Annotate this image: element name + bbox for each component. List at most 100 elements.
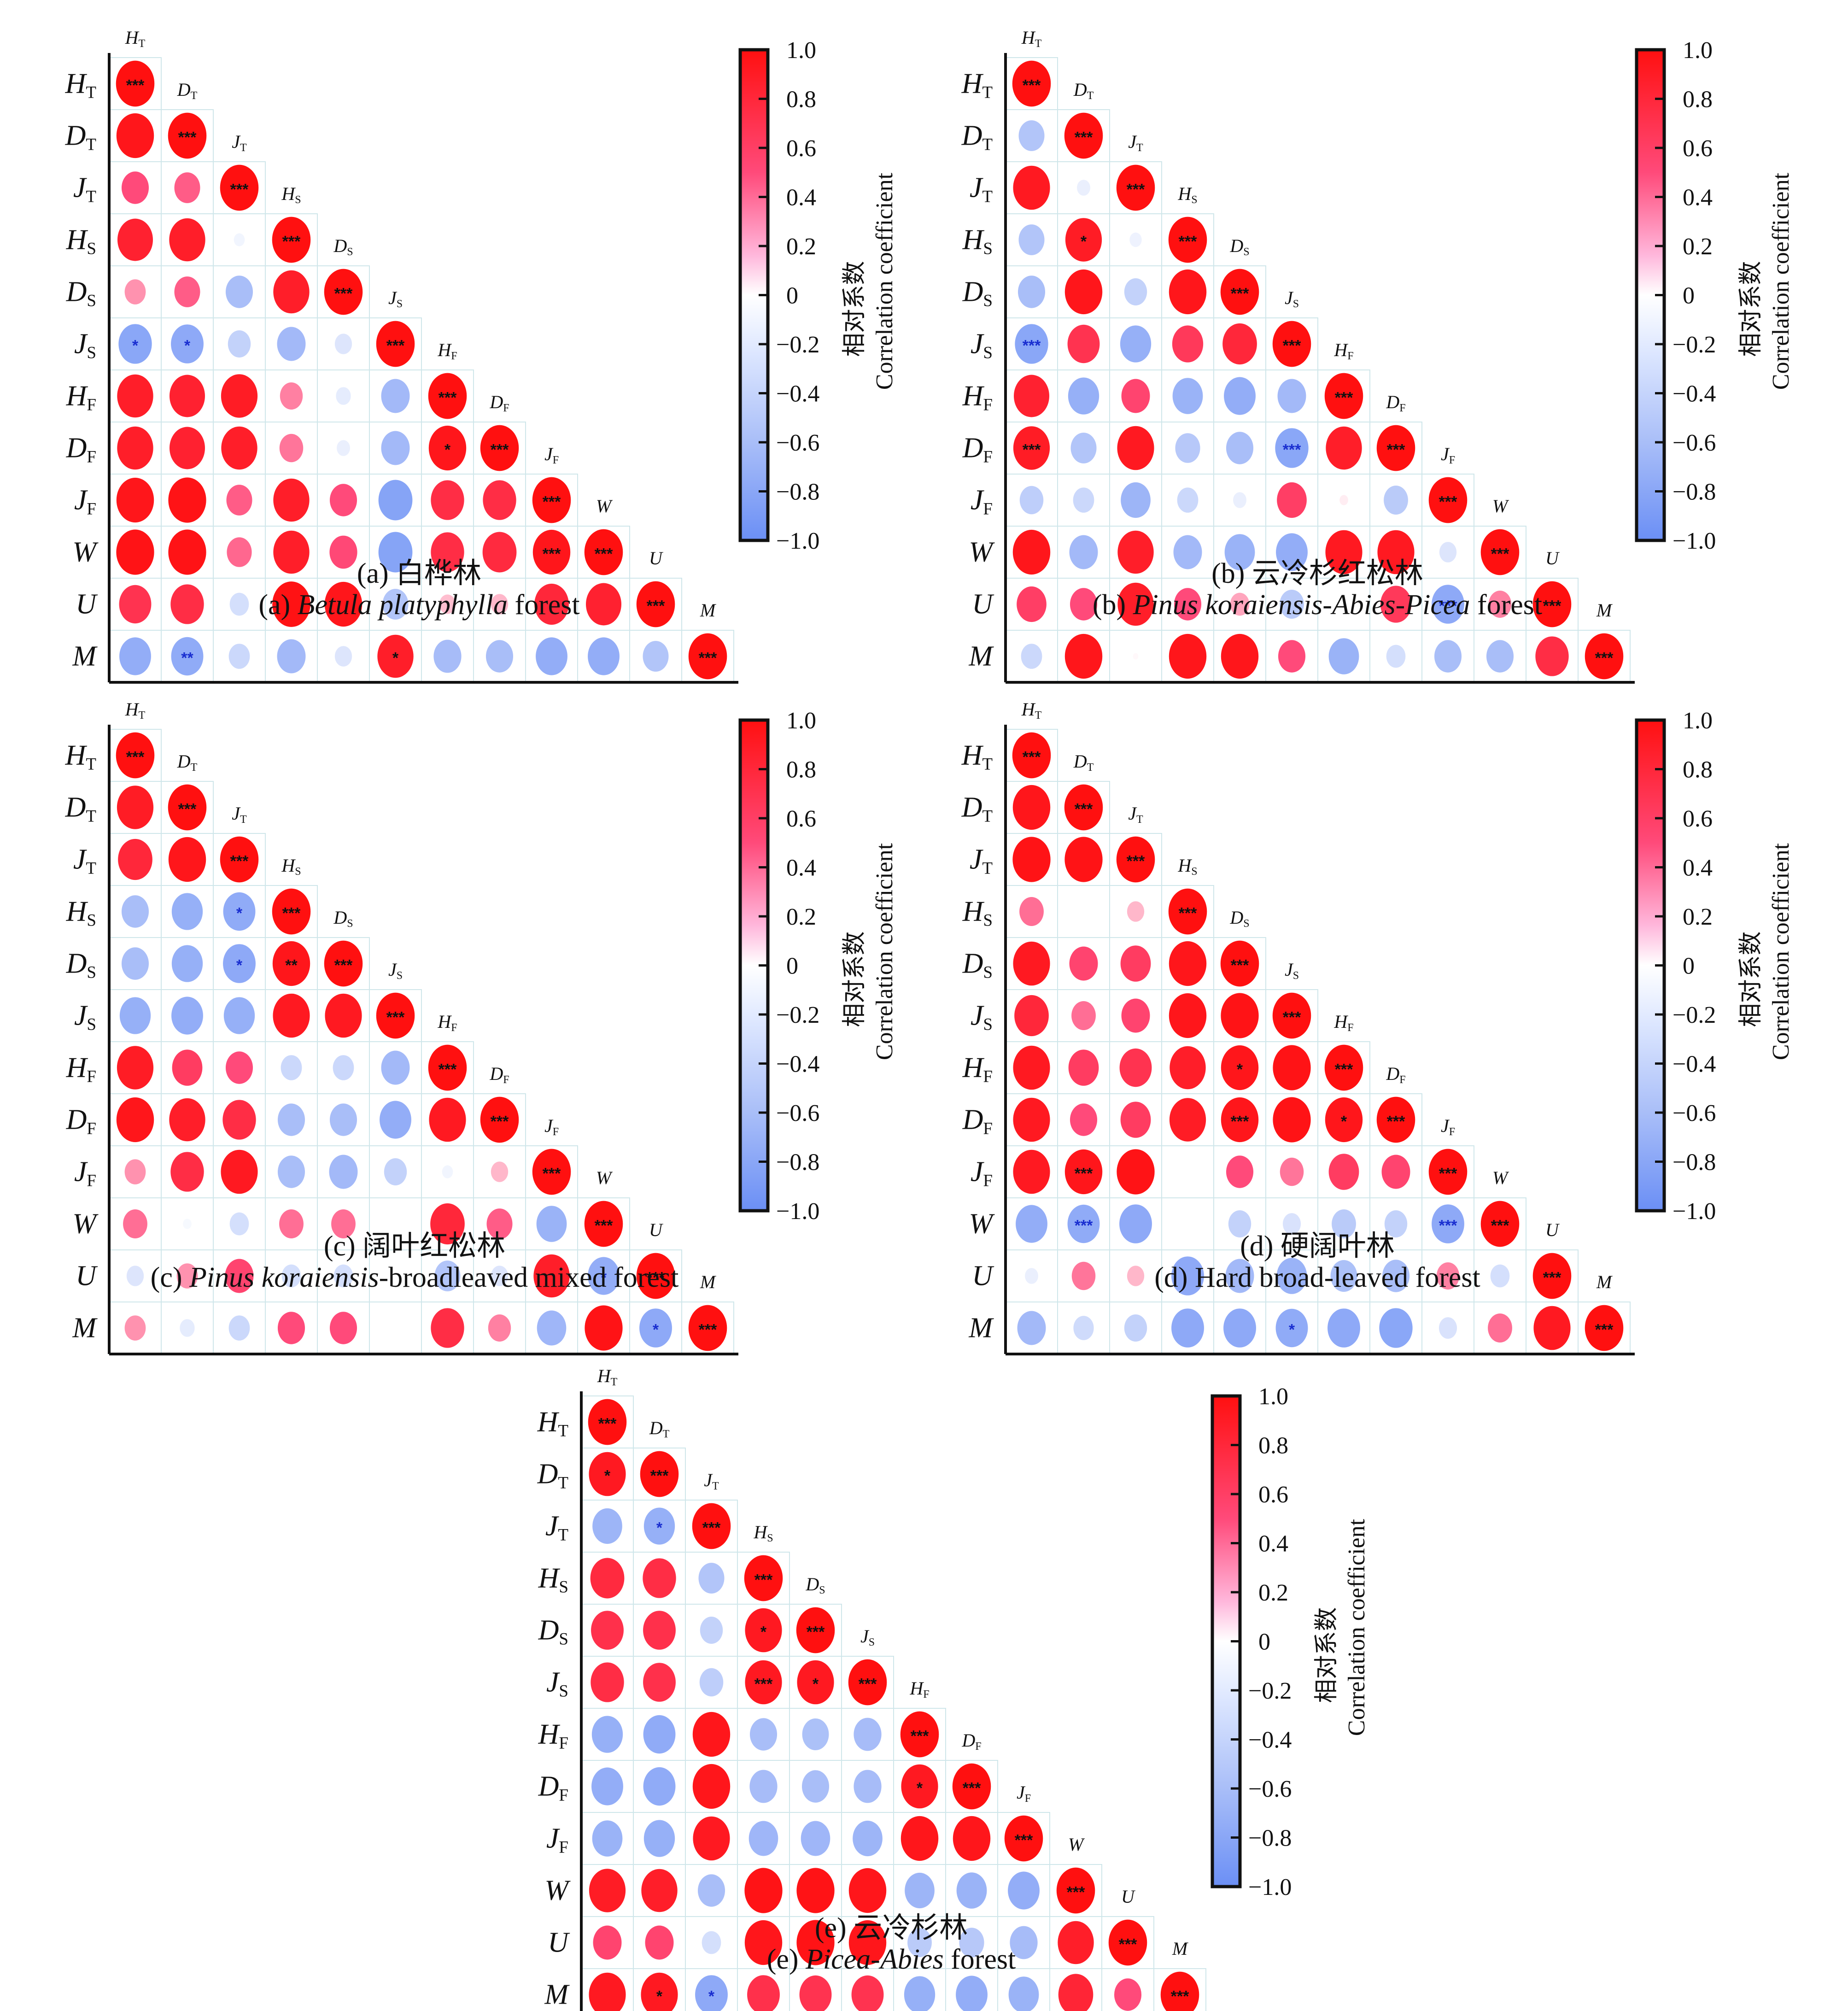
column-label-J_F: JF	[544, 444, 559, 466]
correlation-mark-M-H_F	[431, 1308, 464, 1348]
row-label-H_T: HT	[65, 68, 96, 102]
correlation-mark-W-D_S	[1228, 1210, 1251, 1237]
colorbar-tick-label: −0.8	[776, 479, 819, 505]
significance-label: **	[181, 650, 193, 667]
correlation-mark-U-J_T	[1127, 1266, 1145, 1286]
correlation-mark-W-D_S	[1224, 534, 1255, 570]
correlation-mark-D_S-H_T	[1013, 941, 1050, 986]
column-label-W: W	[1492, 1167, 1509, 1188]
correlation-mark-J_S-D_S	[797, 1660, 834, 1705]
correlation-mark-J_S-D_S	[1222, 323, 1257, 365]
significance-label: *	[601, 1269, 607, 1287]
row-label-D_S: DS	[962, 948, 993, 982]
correlation-mark-U-H_S	[744, 1920, 783, 1965]
correlation-mark-D_F-H_T	[1013, 426, 1050, 470]
colorbar-tick-label: 0	[1258, 1629, 1270, 1655]
correlation-mark-J_F-J_T	[221, 1149, 258, 1194]
correlation-mark-J_T-H_T	[121, 171, 149, 204]
row-label-D_T: DT	[961, 120, 993, 154]
column-label-J_T: JT	[704, 1470, 719, 1492]
correlation-mark-J_F-H_T	[116, 477, 154, 523]
significance-label: ***	[1075, 801, 1093, 818]
column-label-H_F: HF	[909, 1678, 929, 1700]
row-label-H_T: HT	[961, 68, 993, 102]
correlation-mark-H_F-D_S	[333, 1055, 354, 1080]
correlation-mark-D_F-H_T	[117, 426, 153, 470]
panel-caption-cn: (a) 白桦林	[357, 558, 481, 589]
correlation-mark-W-H_T	[116, 529, 154, 575]
column-label-U: U	[649, 1219, 664, 1240]
correlation-mark-U-J_F	[534, 583, 569, 625]
correlation-mark-J_S-J_T	[1121, 998, 1150, 1033]
row-label-D_F: DF	[66, 1104, 96, 1138]
correlation-mark-H_S-H_S	[744, 1555, 783, 1601]
correlation-mark-D_S-J_T	[225, 276, 253, 308]
correlation-mark-M-H_T	[589, 1972, 626, 2011]
correlation-mark-J_F-D_T	[1073, 487, 1094, 513]
correlation-mark-D_S-D_T	[171, 945, 203, 982]
correlation-mark-M-J_S	[1278, 640, 1306, 673]
correlation-mark-U-D_T	[1071, 1261, 1096, 1290]
panel-caption-en: (e) Picea-Abies forest	[767, 1944, 1016, 1975]
row-label-H_F: HF	[538, 1719, 568, 1753]
correlation-mark-D_S-D_T	[1069, 946, 1098, 981]
correlation-mark-J_F-D_F	[953, 1816, 991, 1861]
correlation-mark-D_S-H_S	[272, 941, 310, 986]
correlation-mark-H_F-J_T	[1119, 1048, 1152, 1087]
correlation-mark-H_S-H_S	[272, 888, 311, 935]
correlation-mark-D_F-H_F	[1325, 1097, 1363, 1143]
column-label-D_T: DT	[649, 1418, 670, 1440]
significance-label: *	[604, 1467, 611, 1485]
correlation-mark-M-W	[1486, 640, 1514, 673]
correlation-mark-D_F-D_F	[1376, 425, 1415, 471]
correlation-mark-J_F-H_F	[1328, 1154, 1359, 1190]
correlation-mark-W-D_T	[641, 1869, 678, 1912]
correlation-mark-J_F-H_F	[431, 480, 464, 520]
colorbar-tick-label: −0.2	[1248, 1678, 1292, 1704]
correlation-mark-D_F-D_T	[169, 1098, 205, 1142]
correlation-mark-D_S-H_T	[591, 1611, 624, 1650]
correlation-mark-D_F-H_F	[429, 1097, 466, 1142]
correlation-mark-M-D_S	[1223, 1308, 1256, 1348]
colorbar-tick-label: 0.4	[1683, 855, 1713, 881]
correlation-mark-W-W	[584, 529, 623, 575]
colorbar-tick-label: −1.0	[776, 1198, 819, 1225]
correlation-mark-H_S-D_T	[171, 893, 203, 930]
correlation-mark-M-W	[1058, 1974, 1094, 2011]
column-label-J_T: JT	[232, 803, 247, 826]
correlation-mark-M-H_F	[433, 639, 462, 673]
row-label-H_T: HT	[537, 1407, 568, 1441]
correlation-mark-M-U	[1535, 636, 1569, 676]
correlation-mark-J_F-D_T	[643, 1820, 675, 1857]
correlation-mark-J_S-H_S	[273, 993, 310, 1038]
correlation-mark-U-H_T	[593, 1925, 622, 1960]
colorbar-tick-label: 0	[1683, 953, 1695, 979]
significance-label: ***	[491, 1113, 509, 1131]
colorbar-tick-label: 0.8	[786, 757, 816, 783]
column-label-D_S: DS	[1229, 907, 1249, 930]
significance-label: *	[236, 957, 243, 974]
correlation-mark-M-H_S	[747, 1975, 780, 2011]
correlation-mark-W-J_T	[1117, 530, 1154, 574]
correlation-mark-M-H_S	[1169, 633, 1207, 679]
correlation-mark-U-J_S	[848, 1920, 887, 1965]
colorbar-tick-label: 0	[786, 283, 798, 309]
correlation-mark-U-J_S	[1280, 589, 1304, 619]
correlation-mark-W-J_F	[1439, 542, 1457, 563]
correlation-mark-J_S-H_T	[119, 997, 151, 1034]
significance-label: ***	[598, 1415, 617, 1433]
correlation-mark-D_F-H_F	[428, 425, 467, 471]
correlation-mark-U-D_F	[1382, 1260, 1410, 1292]
significance-label: ***	[1595, 650, 1614, 667]
significance-label: ***	[126, 77, 145, 94]
correlation-mark-U-U	[636, 1253, 675, 1299]
row-label-U: U	[972, 589, 994, 620]
row-label-J_S: JS	[74, 328, 96, 363]
row-label-U: U	[76, 589, 98, 620]
correlation-mark-J_F-D_T	[168, 477, 206, 523]
correlation-mark-J_S-D_S	[325, 993, 362, 1038]
significance-label: ***	[754, 1571, 773, 1589]
row-label-M: M	[72, 641, 98, 672]
colorbar-tick-label: 0.2	[786, 234, 816, 260]
correlation-mark-D_T-H_T	[116, 113, 154, 158]
